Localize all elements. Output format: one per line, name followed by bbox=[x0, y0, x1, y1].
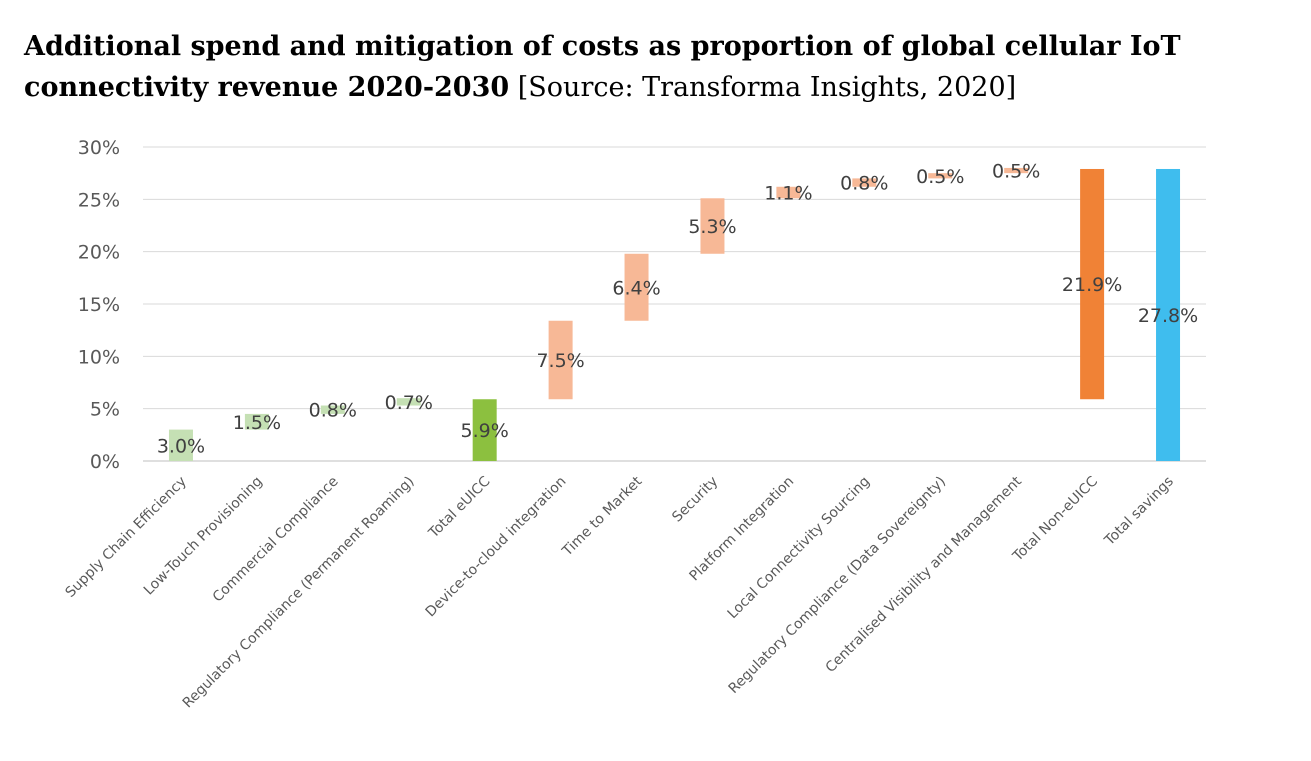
y-tick-label: 30% bbox=[78, 137, 120, 159]
bar bbox=[624, 253, 649, 321]
data-label: 7.5% bbox=[536, 350, 584, 372]
data-labels: 3.0% 1.5% 0.8% 0.7% 5.9% 7.5% 6.4% 5.3% 1.1% 0.8%… bbox=[157, 161, 1198, 458]
data-label: 6.4% bbox=[612, 277, 660, 299]
data-label: 1.5% bbox=[233, 412, 281, 434]
category-label: Security bbox=[669, 474, 721, 526]
y-tick-label: 25% bbox=[78, 189, 120, 211]
category-label: Commercial Compliance bbox=[210, 474, 342, 606]
category-label: Total Non-eUICC bbox=[1009, 473, 1101, 565]
category-label: Device-to-cloud integration bbox=[423, 474, 570, 621]
bar bbox=[1080, 168, 1105, 400]
category-label: Total eUICC bbox=[425, 473, 494, 542]
chart-source: [Source: Transforma Insights, 2020] bbox=[517, 72, 1017, 103]
y-tick-label: 0% bbox=[90, 451, 120, 473]
bar bbox=[776, 186, 801, 199]
category-label: Local Connectivity Sourcing bbox=[725, 474, 874, 623]
category-label: Time to Market bbox=[559, 473, 646, 560]
data-label: 3.0% bbox=[157, 435, 205, 457]
data-label: 5.3% bbox=[688, 216, 736, 238]
bar bbox=[1004, 167, 1029, 174]
bar bbox=[928, 173, 953, 179]
bar bbox=[548, 320, 573, 400]
bar bbox=[472, 399, 497, 461]
bar bbox=[1156, 168, 1181, 462]
bar bbox=[244, 413, 269, 430]
bars bbox=[168, 167, 1181, 462]
data-label: 0.5% bbox=[916, 166, 964, 188]
y-tick-label: 5% bbox=[90, 399, 120, 421]
chart-title: Additional spend and mitigation of costs… bbox=[24, 26, 1304, 108]
y-axis-tick-labels: 0% 5% 10% 15% 20% 25% 30% bbox=[78, 137, 120, 473]
data-label: 21.9% bbox=[1062, 274, 1122, 296]
data-label: 0.8% bbox=[840, 173, 888, 195]
data-label: 27.8% bbox=[1138, 305, 1198, 327]
bar bbox=[852, 178, 877, 187]
data-label: 1.1% bbox=[764, 183, 812, 205]
y-tick-label: 10% bbox=[78, 346, 120, 368]
grid-lines bbox=[143, 146, 1206, 462]
category-label: Total savings bbox=[1101, 474, 1177, 550]
bar bbox=[396, 398, 421, 406]
y-tick-label: 20% bbox=[78, 242, 120, 264]
bar bbox=[168, 429, 193, 461]
data-label: 0.7% bbox=[385, 392, 433, 414]
chart-title-bold: Additional spend and mitigation of costs… bbox=[24, 31, 1181, 103]
y-tick-label: 15% bbox=[78, 294, 120, 316]
bar bbox=[320, 405, 345, 414]
category-label: Supply Chain Efficiency bbox=[62, 474, 189, 601]
data-label: 0.8% bbox=[309, 400, 357, 422]
data-label: 5.9% bbox=[461, 420, 509, 442]
data-label: 0.5% bbox=[992, 161, 1040, 183]
bar bbox=[700, 198, 725, 254]
